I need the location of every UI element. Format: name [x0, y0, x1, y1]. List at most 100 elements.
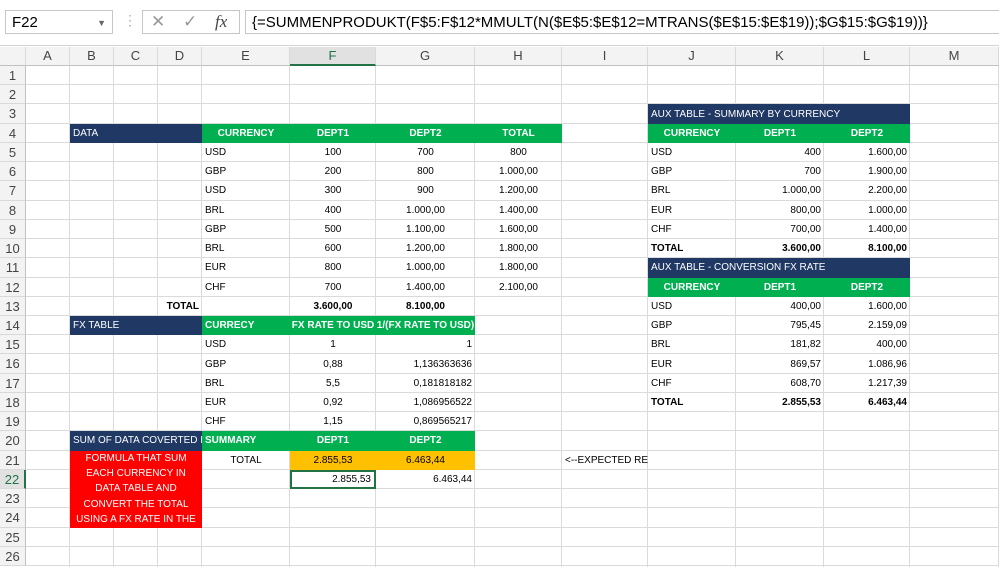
column-header-D[interactable]: D	[158, 47, 202, 66]
column-header-C[interactable]: C	[114, 47, 158, 66]
cell-K10[interactable]: 3.600,00	[782, 243, 821, 255]
cell-E17[interactable]: BRL	[205, 377, 225, 389]
row-header-18[interactable]: 18	[0, 392, 26, 413]
cell-G10[interactable]: 1.200,00	[406, 243, 445, 255]
cell-J3-L3[interactable]: AUX TABLE - SUMMARY BY CURRENCY	[648, 104, 910, 124]
column-header-B[interactable]: B	[70, 47, 114, 66]
name-box[interactable]: F22 ▼	[5, 10, 113, 34]
cell-E5[interactable]: USD	[205, 147, 227, 159]
cell-F11[interactable]: 800	[324, 262, 342, 274]
cell-F8[interactable]: 400	[324, 204, 342, 216]
row-header-17[interactable]: 17	[0, 373, 26, 393]
cell-K13[interactable]: 400,00	[790, 300, 821, 312]
cell-J5[interactable]: USD	[651, 147, 673, 159]
cell-E16[interactable]: GBP	[205, 358, 227, 370]
cell-J10[interactable]: TOTAL	[651, 243, 684, 255]
cell-G12[interactable]: 1.400,00	[406, 281, 445, 293]
row-header-1[interactable]: 1	[0, 66, 26, 86]
formula-input[interactable]: {=SUMMENPRODUKT(F$5:F$12*MMULT(N($E$5:$E…	[245, 10, 999, 34]
cell-G19[interactable]: 0,869565217	[413, 416, 472, 428]
cancel-icon[interactable]: ✕	[151, 12, 166, 31]
cell-J13[interactable]: USD	[651, 300, 673, 312]
cell-G22[interactable]: 6.463,44	[433, 473, 472, 485]
cell-L10[interactable]: 8.100,00	[868, 243, 907, 255]
cell-F7[interactable]: 300	[324, 185, 342, 197]
cell-B20-D20[interactable]: SUM OF DATA COVERTED IN	[70, 431, 202, 451]
row-header-20[interactable]: 20	[0, 431, 26, 451]
cell-F18[interactable]: 0,92	[323, 397, 343, 409]
row-header-26[interactable]: 26	[0, 546, 26, 566]
cell-L7[interactable]: 2.200,00	[868, 185, 907, 197]
row-header-6[interactable]: 6	[0, 162, 26, 182]
cell-J14[interactable]: GBP	[651, 320, 673, 332]
cell-J6[interactable]: GBP	[651, 166, 673, 178]
cell-J18[interactable]: TOTAL	[651, 397, 684, 409]
cell-L4[interactable]: DEPT2	[824, 123, 910, 143]
cell-G16[interactable]: 1,136363636	[413, 358, 472, 370]
cell-J12[interactable]: CURRENCY	[648, 277, 736, 297]
cell-E11[interactable]: EUR	[205, 262, 227, 274]
chevron-down-icon[interactable]: ▼	[97, 18, 106, 28]
cell-E19[interactable]: CHF	[205, 416, 226, 428]
cell-L16[interactable]: 1.086,96	[868, 358, 907, 370]
row-header-23[interactable]: 23	[0, 489, 26, 509]
cell-L13[interactable]: 1.600,00	[868, 300, 907, 312]
cell-F4[interactable]: DEPT1	[290, 123, 376, 143]
cell-E4[interactable]: CURRENCY	[202, 123, 290, 143]
cell-E10[interactable]: BRL	[205, 243, 225, 255]
cell-J7[interactable]: BRL	[651, 185, 671, 197]
cell-L14[interactable]: 2.159,09	[868, 320, 907, 332]
cell-E6[interactable]: GBP	[205, 166, 227, 178]
cell-K17[interactable]: 608,70	[790, 377, 821, 389]
cell-H6[interactable]: 1.000,00	[499, 166, 538, 178]
cell-F17[interactable]: 5,5	[326, 377, 340, 389]
cell-G15[interactable]: 1	[466, 339, 472, 351]
cell-F15[interactable]: 1	[330, 339, 336, 351]
column-header-E[interactable]: E	[202, 47, 290, 66]
row-header-11[interactable]: 11	[0, 258, 26, 278]
cell-G11[interactable]: 1.000,00	[406, 262, 445, 274]
cell-F21[interactable]: 2.855,53	[290, 450, 376, 470]
row-header-8[interactable]: 8	[0, 200, 26, 220]
cell-H9[interactable]: 1.600,00	[499, 223, 538, 235]
cell-J4[interactable]: CURRENCY	[648, 123, 736, 143]
column-header-F[interactable]: F	[290, 47, 376, 66]
cell-K9[interactable]: 700,00	[790, 223, 821, 235]
column-header-I[interactable]: I	[562, 47, 648, 66]
cell-F12[interactable]: 700	[324, 281, 342, 293]
cell-E7[interactable]: USD	[205, 185, 227, 197]
cell-L5[interactable]: 1.600,00	[868, 147, 907, 159]
row-header-5[interactable]: 5	[0, 142, 26, 163]
column-header-G[interactable]: G	[376, 47, 475, 66]
cell-H7[interactable]: 1.200,00	[499, 185, 538, 197]
cell-F13[interactable]: 3.600,00	[313, 300, 353, 312]
cell-G14[interactable]: 1/(FX RATE TO USD)	[376, 316, 475, 336]
row-header-24[interactable]: 24	[0, 508, 26, 528]
row-header-2[interactable]: 2	[0, 85, 26, 105]
cell-H11[interactable]: 1.800,00	[499, 262, 538, 274]
cell-E15[interactable]: USD	[205, 339, 227, 351]
cell-G7[interactable]: 900	[417, 185, 434, 197]
row-header-25[interactable]: 25	[0, 527, 26, 547]
cell-K14[interactable]: 795,45	[790, 320, 821, 332]
row-header-4[interactable]: 4	[0, 123, 26, 143]
row-header-13[interactable]: 13	[0, 296, 26, 316]
cell-J8[interactable]: EUR	[651, 204, 673, 216]
cell-B4-D4[interactable]: DATA	[70, 123, 202, 143]
cell-E8[interactable]: BRL	[205, 204, 225, 216]
column-header-M[interactable]: M	[910, 47, 999, 66]
row-header-15[interactable]: 15	[0, 335, 26, 355]
cell-F20[interactable]: DEPT1	[290, 431, 376, 451]
cell-L8[interactable]: 1.000,00	[868, 204, 907, 216]
cell-J15[interactable]: BRL	[651, 339, 671, 351]
cell-K18[interactable]: 2.855,53	[782, 397, 821, 409]
cell-J16[interactable]: EUR	[651, 358, 673, 370]
cell-L9[interactable]: 1.400,00	[868, 223, 907, 235]
cell-D13[interactable]: TOTAL	[166, 300, 199, 312]
row-header-12[interactable]: 12	[0, 277, 26, 297]
cell-G9[interactable]: 1.100,00	[406, 223, 445, 235]
cell-H5[interactable]: 800	[510, 147, 527, 159]
cell-F16[interactable]: 0,88	[323, 358, 343, 370]
cell-G6[interactable]: 800	[417, 166, 434, 178]
cell-H4[interactable]: TOTAL	[475, 123, 562, 143]
